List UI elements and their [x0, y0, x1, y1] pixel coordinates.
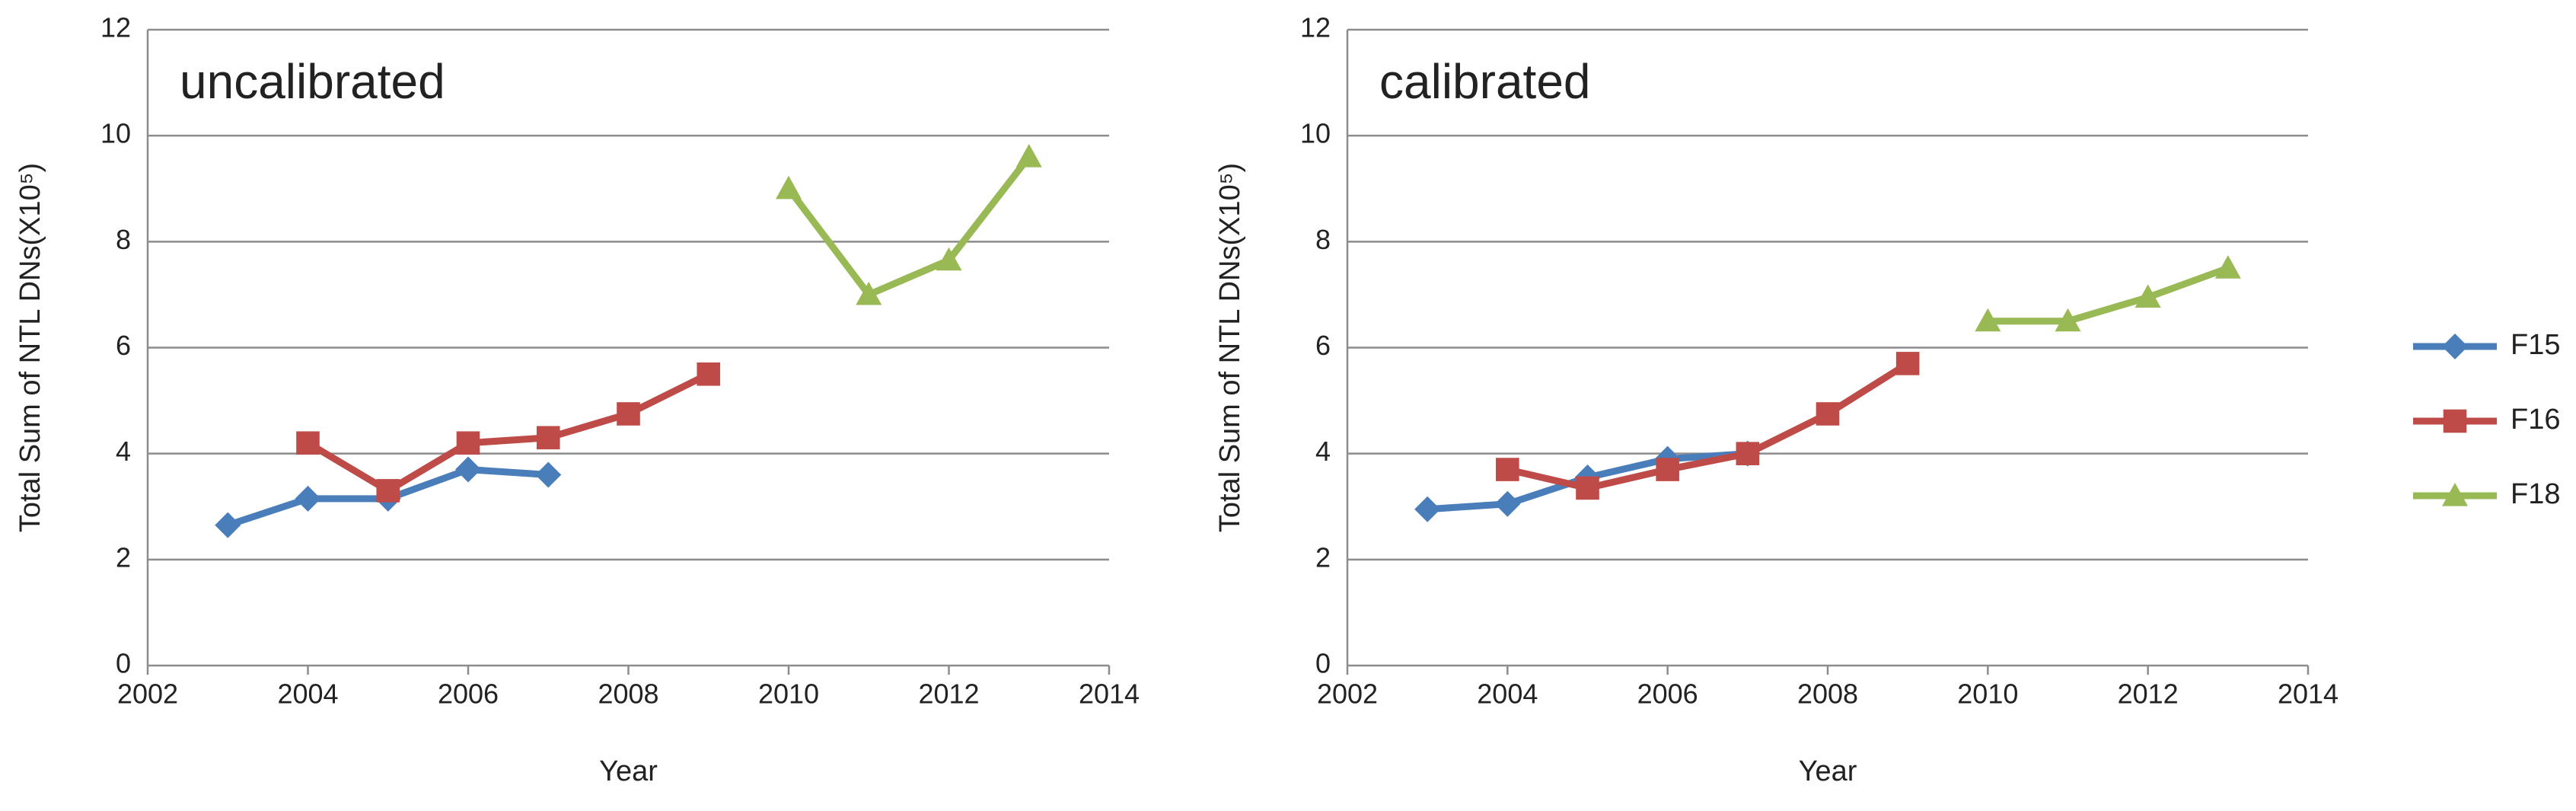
series-line [786, 155, 1032, 299]
marker-triangle [2442, 483, 2468, 506]
marker-square [376, 479, 400, 503]
y-tick-label: 0 [116, 648, 131, 679]
x-tick-label: 2010 [758, 678, 819, 710]
marker-diamond [535, 461, 562, 488]
series: F16 [296, 362, 721, 503]
x-tick-label: 2012 [2118, 678, 2179, 710]
panel-title: uncalibrated [180, 54, 445, 109]
marker-triangle [2214, 255, 2241, 279]
x-tick-label: 2014 [1079, 678, 1140, 710]
marker-diamond [1414, 496, 1441, 522]
marker-square [1895, 352, 1920, 375]
y-tick-label: 12 [1300, 12, 1331, 43]
panel-title: calibrated [1379, 54, 1591, 109]
x-axis-title: Year [1799, 755, 1857, 787]
marker-diamond [215, 512, 241, 538]
marker-triangle [1975, 308, 2001, 332]
series-line [1506, 360, 1910, 492]
x-tick-label: 2010 [1957, 678, 2018, 710]
marker-square [617, 402, 640, 426]
marker-square [296, 431, 320, 455]
x-tick-label: 2002 [1317, 678, 1378, 710]
marker-square [536, 426, 560, 450]
marker-diamond [1494, 490, 1521, 517]
marker-triangle [1015, 144, 1042, 168]
marker-triangle [936, 247, 962, 271]
marker-square [1736, 442, 1760, 465]
series: F16 [1496, 352, 1920, 500]
x-tick-label: 2004 [277, 678, 338, 710]
marker-square [1656, 458, 1679, 481]
x-tick-label: 2008 [1797, 678, 1858, 710]
x-tick-label: 2008 [598, 678, 658, 710]
marker-square [2443, 409, 2467, 433]
y-tick-label: 10 [1300, 118, 1331, 149]
legend-label: F15 [2511, 329, 2560, 361]
x-tick-label: 2006 [1637, 678, 1698, 710]
y-tick-label: 0 [1315, 648, 1331, 679]
y-axis-title: Total Sum of NTL DNs(X10⁵) [1214, 163, 1246, 532]
marker-square [697, 362, 721, 386]
series-line [306, 371, 710, 494]
y-tick-label: 2 [1315, 541, 1331, 573]
y-axis-title: Total Sum of NTL DNs(X10⁵) [14, 163, 46, 532]
x-tick-label: 2004 [1477, 678, 1538, 710]
legend-label: F18 [2511, 478, 2560, 510]
y-tick-label: 6 [1315, 330, 1331, 361]
x-axis-title: Year [599, 755, 658, 787]
x-tick-label: 2006 [438, 678, 499, 710]
marker-diamond [455, 456, 481, 483]
marker-triangle [776, 175, 802, 200]
y-tick-label: 8 [116, 224, 131, 255]
series-line [1988, 264, 2230, 325]
legend-label: F16 [2511, 404, 2560, 436]
y-tick-label: 2 [116, 541, 131, 573]
marker-diamond [295, 485, 321, 512]
x-tick-label: 2012 [918, 678, 979, 710]
y-tick-label: 4 [1315, 436, 1331, 467]
series: F18 [1975, 255, 2241, 332]
marker-triangle [856, 281, 882, 305]
marker-triangle [2055, 308, 2081, 332]
x-tick-label: 2002 [117, 678, 178, 710]
y-tick-label: 6 [116, 330, 131, 361]
y-tick-label: 8 [1315, 224, 1331, 255]
marker-diamond [2442, 334, 2468, 359]
y-tick-label: 4 [116, 436, 131, 467]
y-tick-label: 12 [100, 12, 131, 43]
marker-square [1576, 476, 1599, 500]
marker-triangle [2134, 284, 2161, 308]
x-tick-label: 2014 [2278, 678, 2338, 710]
marker-square [1816, 402, 1840, 426]
marker-square [1496, 458, 1519, 481]
marker-square [456, 431, 480, 455]
y-tick-label: 10 [100, 118, 131, 149]
series: F18 [776, 144, 1042, 305]
